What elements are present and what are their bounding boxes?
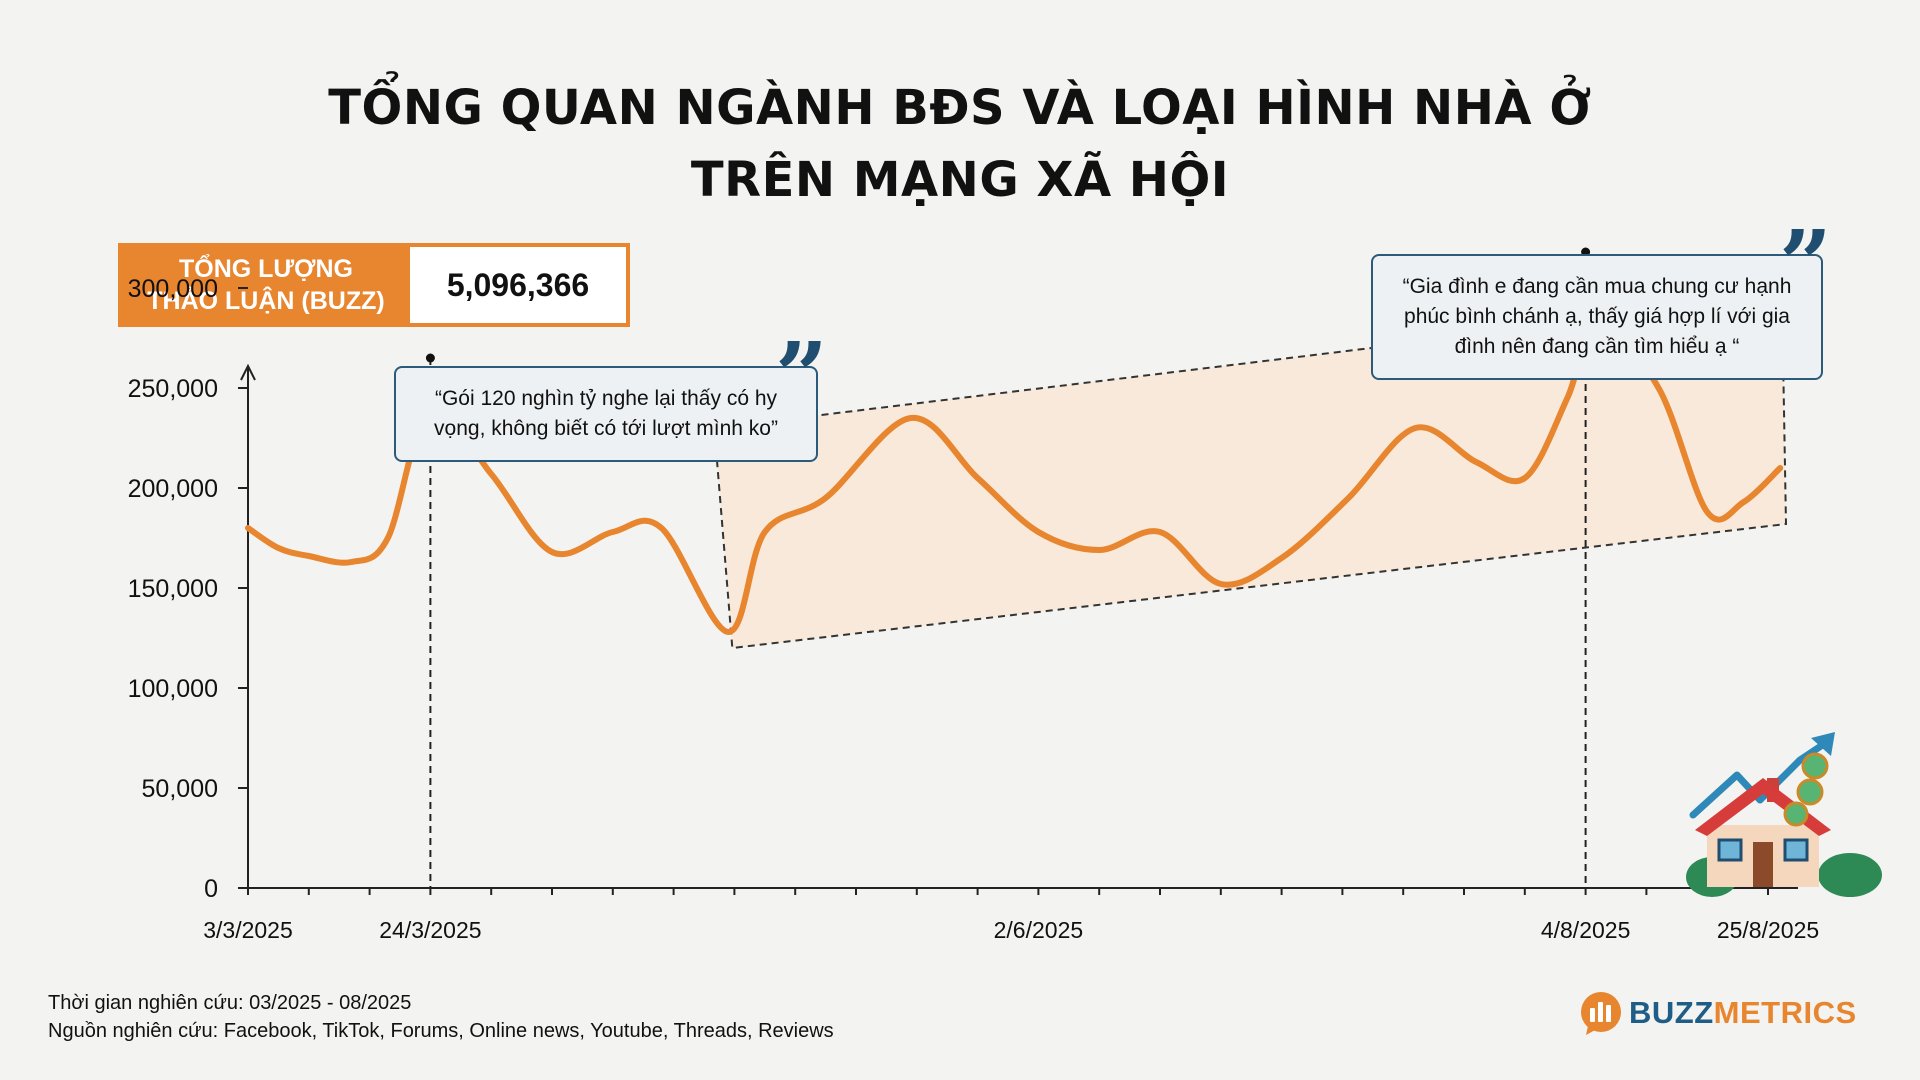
x-tick-label: 25/8/2025: [1717, 917, 1819, 943]
annotation-dot: [425, 353, 435, 363]
series-point: [385, 535, 391, 541]
page-title: TỔNG QUAN NGÀNH BĐS VÀ LOẠI HÌNH NHÀ Ở T…: [0, 72, 1920, 216]
series-point: [1279, 555, 1285, 561]
y-tick-label: 100,000: [128, 675, 218, 703]
series-point: [306, 553, 312, 559]
series-point: [658, 525, 664, 531]
house-window-right: [1783, 838, 1809, 862]
total-buzz-value: 5,096,366: [446, 266, 590, 303]
series-point: [1564, 395, 1570, 401]
trend-band: [713, 296, 1788, 650]
series-point: [488, 471, 494, 477]
x-tick-label: 3/3/2025: [203, 917, 293, 943]
quote-mark-icon: ”: [775, 322, 828, 430]
series-point: [275, 545, 281, 551]
series-point: [1704, 509, 1710, 515]
quote-text-2: “Gia đình e đang cần mua chung cư hạnh p…: [1402, 275, 1792, 358]
series-point: [1777, 465, 1783, 471]
series-point: [1412, 425, 1418, 431]
y-tick-label: 150,000: [128, 575, 218, 603]
quote-box-1: “Gói 120 nghìn tỷ nghe lại thấy có hy vọ…: [394, 366, 818, 462]
total-buzz-label-line-2: THẢO LUẬN (BUZZ): [147, 287, 385, 315]
logo-text-buzz: BUZZ: [1629, 995, 1714, 1030]
y-tick-label: 200,000: [128, 475, 218, 503]
house-window-left: [1717, 838, 1743, 862]
quote-mark-icon: ”: [1779, 210, 1832, 318]
axes-layer: 0 50,000 100,000 150,000 200,000 250,000 300,0…: [128, 275, 1820, 943]
buzzmetrics-logo-icon: [1581, 992, 1621, 1035]
coin-3: [1783, 801, 1809, 827]
series-point: [549, 549, 555, 555]
series-point: [610, 529, 616, 535]
y-axis-arrow: [240, 363, 256, 381]
coin-2: [1796, 778, 1824, 806]
series-point: [348, 559, 354, 565]
quote-text-1: “Gói 120 nghìn tỷ nghe lại thấy có hy vọ…: [434, 387, 778, 440]
total-buzz-label: TỔNG LƯỢNG THẢO LUẬN (BUZZ): [122, 247, 410, 323]
quote-box-2: “Gia đình e đang cần mua chung cư hạnh p…: [1371, 254, 1823, 380]
growth-arrow-head: [1811, 732, 1835, 756]
house-door: [1753, 842, 1773, 887]
series-point: [725, 629, 731, 635]
series-point: [1473, 459, 1479, 465]
trend-band-layer: [713, 296, 1788, 650]
series-point: [1741, 499, 1747, 505]
series-point: [1522, 475, 1528, 481]
series-point: [245, 525, 251, 531]
series-point: [908, 415, 914, 421]
x-tick-label: 4/8/2025: [1541, 917, 1631, 943]
series-point: [823, 495, 829, 501]
title-line-2: TRÊN MẠNG XÃ HỘI: [690, 152, 1230, 208]
house-roof: [1695, 778, 1831, 836]
y-tick-label: 250,000: [128, 375, 218, 403]
house-money-illustration: [1686, 732, 1882, 897]
title-line-1: TỔNG QUAN NGÀNH BĐS VÀ LOẠI HÌNH NHÀ Ở: [328, 80, 1592, 136]
buzzmetrics-logo: BUZZ METRICS: [1578, 990, 1857, 1036]
series-point: [1218, 581, 1224, 587]
series-point: [1157, 529, 1163, 535]
series-point: [975, 475, 981, 481]
y-tick-label: 50,000: [142, 775, 218, 803]
x-tick-label: 2/6/2025: [994, 917, 1084, 943]
series-point: [1035, 529, 1041, 535]
series-point: [1345, 495, 1351, 501]
study-period-note: Thời gian nghiên cứu: 03/2025 - 08/2025: [48, 992, 412, 1014]
x-tick-label: 24/3/2025: [379, 917, 481, 943]
total-buzz-label-line-1: TỔNG LƯỢNG: [179, 255, 353, 283]
total-buzz-box: TỔNG LƯỢNG THẢO LUẬN (BUZZ) 5,096,366: [118, 243, 630, 327]
bush-right: [1818, 853, 1882, 897]
series-point: [762, 529, 768, 535]
coin-1: [1801, 752, 1829, 780]
y-tick-label: 300,000: [128, 275, 218, 303]
y-tick-label: 0: [204, 875, 218, 903]
series-point: [1096, 547, 1102, 553]
study-sources-note: Nguồn nghiên cứu: Facebook, TikTok, Foru…: [48, 1020, 834, 1042]
series-point: [1656, 385, 1662, 391]
logo-text-metrics: METRICS: [1713, 995, 1857, 1030]
